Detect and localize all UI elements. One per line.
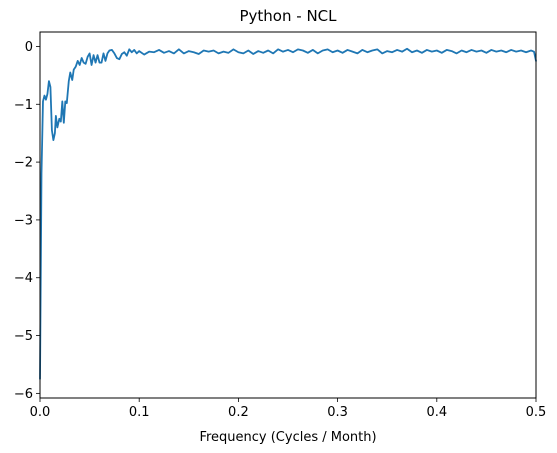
x-tick-label: 0.5	[526, 405, 547, 420]
plot-frame	[39, 31, 537, 399]
y-tick-label: −1	[14, 98, 33, 113]
x-tick-label: 0.0	[30, 405, 51, 420]
y-tick-label: −6	[14, 387, 33, 402]
x-axis: 0.0 0.1 0.2 0.3 0.4 0.5	[30, 398, 547, 420]
y-tick-label: −3	[14, 213, 33, 228]
y-tick-label: 0	[25, 40, 33, 55]
x-tick-label: 0.4	[426, 405, 447, 420]
plot-area	[39, 31, 537, 399]
y-tick-label: −2	[14, 156, 33, 171]
x-tick-label: 0.2	[228, 405, 249, 420]
y-tick-label: −5	[14, 329, 33, 344]
x-axis-title: Frequency (Cycles / Month)	[199, 430, 376, 445]
x-tick-label: 0.3	[327, 405, 348, 420]
chart-title: Python - NCL	[240, 7, 338, 25]
series-line	[39, 47, 537, 380]
x-tick-label: 0.1	[129, 405, 150, 420]
plot-background	[40, 32, 536, 398]
y-tick-label: −4	[14, 271, 33, 286]
y-axis: 0 −1 −2 −3 −4 −5 −6	[14, 40, 40, 402]
